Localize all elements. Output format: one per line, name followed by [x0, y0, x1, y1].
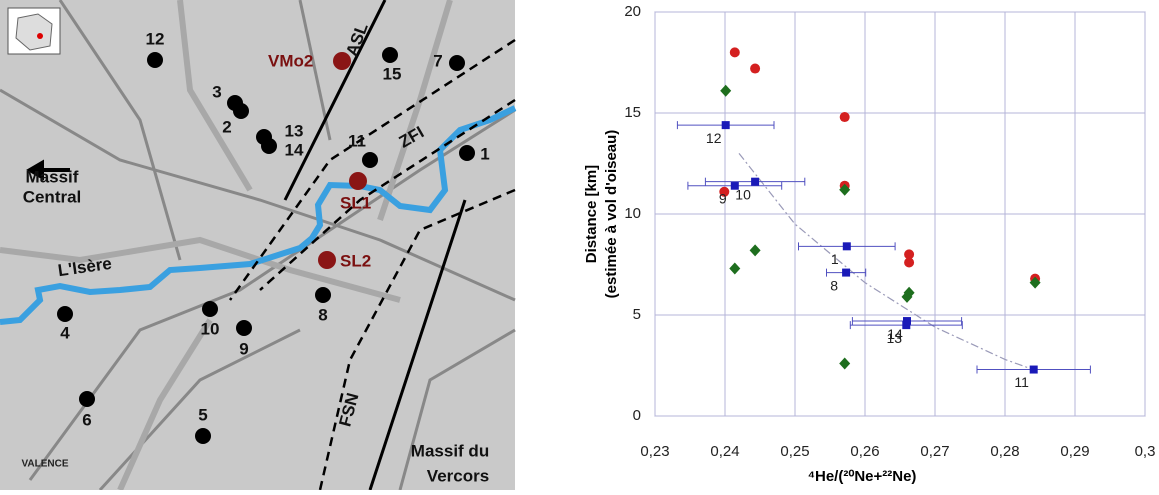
- point-label: 3: [212, 82, 221, 101]
- point-label: 2: [222, 117, 231, 136]
- point-label: 10: [201, 319, 220, 338]
- point: [902, 321, 910, 329]
- chart: 0 5 10 15 20 0,23 0,24 0,25 0,26 0,27 0,28 0,29 0,3 D…: [583, 3, 1155, 485]
- point: [904, 257, 914, 267]
- map-point: [79, 391, 95, 407]
- region-label: Central: [23, 187, 82, 206]
- inset-location: [37, 33, 43, 39]
- point-label: 8: [318, 305, 327, 324]
- region-label: Vercors: [427, 466, 489, 485]
- map-point: [382, 47, 398, 63]
- point-label: 12: [706, 130, 722, 146]
- point: [840, 112, 850, 122]
- point-label: 4: [60, 323, 70, 342]
- point-label: 12: [146, 29, 165, 48]
- y-tick-label: 15: [624, 104, 641, 121]
- point-label: 10: [735, 186, 751, 202]
- map-point: [57, 306, 73, 322]
- site-label: VMo2: [268, 51, 313, 70]
- map-point: [147, 52, 163, 68]
- point: [843, 242, 851, 250]
- point: [730, 47, 740, 57]
- y-axis-label: Distance [km]: [583, 165, 600, 263]
- x-tick-label: 0,25: [780, 443, 809, 460]
- x-tick-label: 0,29: [1060, 443, 1089, 460]
- figure: 12 3 2 13 14 15 7 11 1 8 10 9 4 6 5 VMo2…: [0, 0, 1159, 490]
- map-point: [449, 55, 465, 71]
- site-label: SL1: [340, 193, 371, 212]
- map-point: [261, 138, 277, 154]
- point-label: 11: [348, 131, 366, 150]
- point: [842, 269, 850, 277]
- y-tick-label: 5: [633, 306, 641, 323]
- y-tick-label: 20: [624, 3, 641, 20]
- map-point: [362, 152, 378, 168]
- point-label: 13: [285, 121, 304, 140]
- site-label: SL2: [340, 251, 371, 270]
- map-point: [233, 103, 249, 119]
- region-label: Massif du: [411, 441, 489, 460]
- map-point: [315, 287, 331, 303]
- map-point: [236, 320, 252, 336]
- y-tick-label: 0: [633, 407, 641, 424]
- point: [722, 121, 730, 129]
- x-tick-label: 0,23: [640, 443, 669, 460]
- point: [1030, 366, 1038, 374]
- point-label: 1: [831, 251, 839, 267]
- point-label: 6: [82, 410, 91, 429]
- x-tick-label: 0,28: [990, 443, 1019, 460]
- point-label: 14: [285, 140, 304, 159]
- site-point: [318, 251, 336, 269]
- map-point: [459, 145, 475, 161]
- town-label: VALENCE: [21, 459, 68, 470]
- point: [751, 178, 759, 186]
- map: 12 3 2 13 14 15 7 11 1 8 10 9 4 6 5 VMo2…: [0, 0, 515, 490]
- x-tick-label: 0,26: [850, 443, 879, 460]
- point-label: 15: [383, 64, 402, 83]
- point-label: 8: [830, 277, 838, 293]
- point-label: 11: [1014, 374, 1029, 390]
- point: [750, 64, 760, 74]
- y-axis-label: (estimée à vol d'oiseau): [603, 130, 620, 299]
- x-tick-label: 0,24: [710, 443, 739, 460]
- point-label: 9: [239, 339, 248, 358]
- point-label: 5: [198, 405, 207, 424]
- point-label: 13: [887, 330, 903, 346]
- point-label: 1: [480, 144, 489, 163]
- x-tick-label: 0,27: [920, 443, 949, 460]
- map-point: [202, 301, 218, 317]
- region-label: Massif: [26, 167, 79, 186]
- point-label: 9: [719, 190, 727, 206]
- x-axis-label: ⁴He/(²⁰Ne+²²Ne): [808, 468, 917, 485]
- y-tick-label: 10: [624, 205, 641, 222]
- map-point: [195, 428, 211, 444]
- x-tick-label: 0,3: [1135, 443, 1156, 460]
- site-point: [349, 172, 367, 190]
- point-label: 7: [433, 51, 442, 70]
